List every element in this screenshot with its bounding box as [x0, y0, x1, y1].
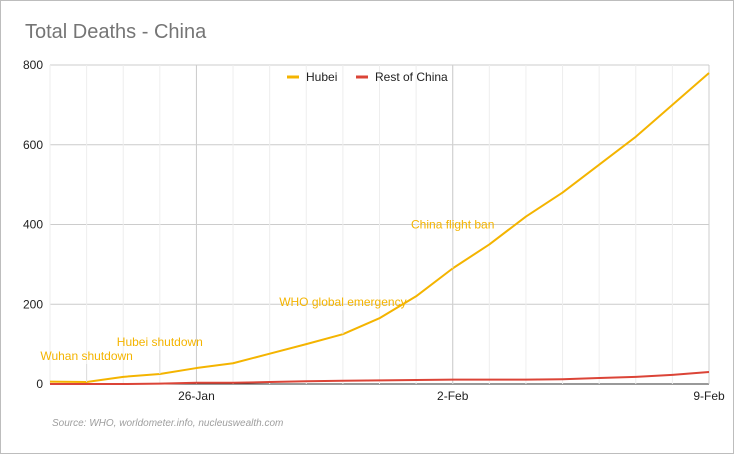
y-tick-label: 400	[23, 218, 43, 232]
legend: Hubei Rest of China	[287, 70, 448, 84]
y-tick-label: 800	[23, 58, 43, 72]
annotation-label: Hubei shutdown	[117, 335, 203, 349]
annotation-label: China flight ban	[411, 217, 494, 231]
y-tick-label: 200	[23, 297, 43, 311]
legend-label: Hubei	[306, 70, 337, 84]
y-tick-label: 600	[23, 138, 43, 152]
legend-label: Rest of China	[375, 70, 448, 84]
axes: 0 200 400 600 800 26-Jan 2-Feb 9-Feb	[23, 58, 725, 403]
x-tick-label: 26-Jan	[178, 389, 215, 403]
x-tick-label: 9-Feb	[693, 389, 725, 403]
chart-title: Total Deaths - China	[25, 21, 207, 43]
series-line-rest-of-china	[50, 371, 710, 385]
gridlines	[49, 64, 710, 385]
source-note: Source: WHO, worldometer.info, nucleuswe…	[52, 418, 284, 429]
x-tick-label: 2-Feb	[437, 389, 469, 403]
annotation-label: Wuhan shutdown	[40, 349, 133, 363]
annotation-label: WHO global emergency	[279, 295, 406, 309]
y-tick-label: 0	[36, 377, 43, 391]
